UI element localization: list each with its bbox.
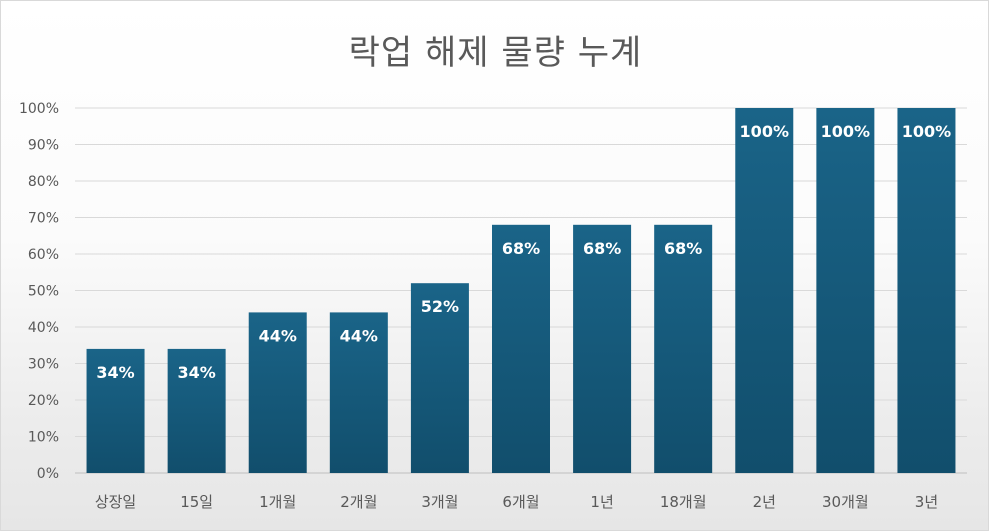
x-tick-label: 상장일 <box>95 493 136 511</box>
data-label: 68% <box>583 239 621 258</box>
bar <box>816 108 875 473</box>
y-tick-label: 100% <box>19 101 59 117</box>
y-tick-label: 10% <box>28 430 59 446</box>
data-label: 34% <box>96 363 134 382</box>
bar <box>573 224 632 473</box>
data-label: 44% <box>259 326 297 345</box>
y-tick-label: 40% <box>28 320 59 336</box>
x-axis: 상장일 15일 1개월 2개월 3개월 6개월 1년 18개월 2년 30개월 3년 <box>95 493 938 511</box>
bar <box>735 108 794 473</box>
x-tick-label: 3년 <box>915 493 938 511</box>
data-label: 100% <box>902 122 951 141</box>
x-tick-label: 1개월 <box>259 493 296 511</box>
chart-title: 락업 해제 물량 누계 <box>348 33 643 73</box>
y-tick-label: 80% <box>28 174 59 190</box>
x-tick-label: 6개월 <box>502 493 539 511</box>
x-tick-label: 15일 <box>180 493 213 511</box>
y-tick-label: 90% <box>28 138 59 154</box>
x-tick-label: 2년 <box>753 493 776 511</box>
x-tick-label: 18개월 <box>660 493 707 511</box>
bar <box>492 224 550 473</box>
bar <box>248 312 307 473</box>
data-label: 34% <box>177 363 215 382</box>
x-tick-label: 1년 <box>590 493 613 511</box>
x-tick-label: 30개월 <box>822 493 869 511</box>
y-tick-label: 20% <box>28 393 59 409</box>
data-label: 68% <box>664 239 702 258</box>
bars <box>86 108 956 473</box>
x-tick-label: 2개월 <box>340 493 377 511</box>
data-label: 68% <box>502 239 540 258</box>
y-tick-label: 60% <box>28 247 59 263</box>
data-labels: 34% 34% 44% 44% 52% 68% 68% 68% 100% 100% 100% <box>96 122 951 382</box>
bar <box>167 348 226 473</box>
bar <box>654 224 713 473</box>
bar <box>86 348 145 473</box>
y-tick-label: 0% <box>37 466 59 482</box>
data-label: 100% <box>740 122 789 141</box>
y-tick-label: 50% <box>28 284 59 300</box>
bar <box>897 108 956 473</box>
data-label: 52% <box>421 297 459 316</box>
bar <box>329 312 388 473</box>
data-label: 100% <box>821 122 870 141</box>
data-label: 44% <box>340 326 378 345</box>
y-tick-label: 30% <box>28 357 59 373</box>
y-axis: 0% 10% 20% 30% 40% 50% 60% 70% 80% 90% 100% <box>19 101 59 482</box>
y-tick-label: 70% <box>28 211 59 227</box>
x-tick-label: 3개월 <box>421 493 458 511</box>
bar <box>410 283 469 473</box>
